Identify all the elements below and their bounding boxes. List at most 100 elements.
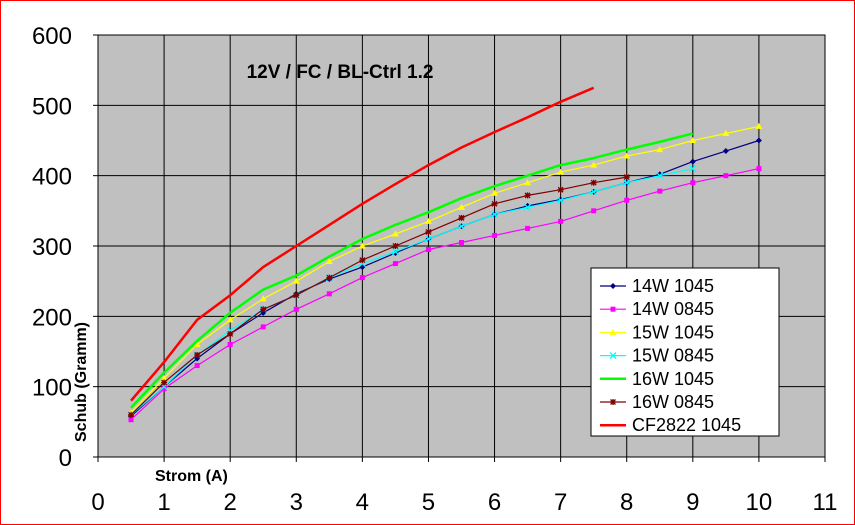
data-point: [326, 274, 333, 281]
data-point: [392, 243, 399, 249]
data-point: [226, 316, 234, 323]
legend: 14W 1045 14W 0845 15W 1045 15W 0845 16W 1045…: [590, 267, 780, 437]
x-axis-ticks: 0 1 2 3 4 5 6 7 8 9 10 11: [91, 457, 837, 516]
chart-title: 12V / FC / BL-Ctrl 1.2: [247, 62, 434, 83]
data-point: [358, 242, 366, 249]
data-point: [160, 374, 168, 381]
data-point: [609, 352, 617, 360]
data-point: [260, 306, 267, 313]
y-tick-label: 100: [32, 375, 72, 402]
data-point: [259, 295, 267, 302]
data-point: [755, 137, 762, 144]
legend-box: [590, 267, 780, 437]
data-point: [491, 189, 499, 196]
data-point: [557, 186, 564, 193]
x-tick-label: 0: [91, 489, 104, 516]
data-point: [491, 200, 498, 207]
data-point: [623, 152, 631, 159]
data-point: [623, 174, 630, 181]
data-point: [624, 197, 630, 203]
data-point: [424, 235, 432, 243]
data-point: [558, 218, 564, 224]
data-point: [392, 261, 398, 267]
series-15w-0845: [127, 165, 697, 419]
x-tick-label: 5: [422, 489, 435, 516]
data-point: [623, 179, 631, 187]
x-tick-label: 1: [157, 489, 170, 516]
data-point: [689, 165, 697, 173]
data-point: [722, 148, 729, 155]
data-point: [293, 306, 299, 312]
data-point: [161, 379, 168, 386]
x-tick-label: 4: [356, 489, 369, 516]
data-point: [755, 122, 763, 129]
data-point: [491, 210, 499, 218]
data-point: [723, 173, 729, 179]
data-point: [293, 292, 300, 299]
data-point: [128, 411, 135, 418]
x-tick-label: 2: [224, 489, 237, 516]
data-point: [492, 232, 498, 238]
data-point: [524, 203, 532, 211]
data-point: [557, 168, 565, 175]
data-point: [425, 247, 431, 253]
data-point: [591, 208, 597, 214]
x-axis-label: Strom (A): [155, 468, 228, 485]
data-point: [689, 158, 696, 165]
series-16w-0845: [128, 174, 630, 418]
legend-label: 16W 0845: [632, 392, 714, 412]
legend-label: 16W 1045: [632, 369, 714, 389]
data-point: [610, 399, 616, 405]
data-point: [326, 291, 332, 297]
data-point: [424, 217, 432, 224]
y-tick-label: 400: [32, 164, 72, 191]
data-point: [161, 386, 167, 392]
legend-label: CF2822 1045: [632, 415, 741, 435]
data-point: [524, 192, 531, 199]
series-line: [130, 125, 760, 414]
data-point: [391, 230, 399, 237]
data-point: [193, 340, 201, 347]
y-tick-label: 600: [32, 23, 72, 50]
data-point: [525, 225, 531, 231]
y-tick-label: 300: [32, 234, 72, 261]
data-point: [459, 239, 464, 245]
legend-label: 15W 1045: [632, 322, 714, 342]
data-point: [610, 306, 616, 312]
series-line: [130, 86, 595, 402]
y-tick-label: 500: [32, 93, 72, 120]
data-point: [458, 214, 465, 221]
data-point: [194, 363, 200, 369]
y-axis-ticks: 0 100 200 300 400 500 600: [32, 23, 98, 472]
data-point: [689, 137, 697, 143]
data-point: [557, 196, 565, 204]
data-point: [609, 328, 617, 335]
series-16w-1045: [130, 132, 694, 409]
series-line: [130, 132, 694, 409]
series-cf2822-1045: [130, 86, 595, 402]
series-group: [127, 86, 763, 423]
data-point: [590, 179, 597, 186]
legend-label: 14W 1045: [632, 276, 714, 296]
data-point: [722, 129, 730, 136]
data-point: [656, 146, 664, 153]
data-point: [458, 222, 465, 230]
data-point: [325, 257, 333, 264]
data-point: [128, 417, 134, 423]
x-tick-label: 11: [813, 489, 838, 516]
data-point: [610, 283, 616, 289]
series-line: [130, 168, 760, 421]
data-point: [359, 275, 365, 281]
data-point: [425, 228, 432, 235]
data-point: [227, 330, 234, 337]
data-point: [194, 352, 201, 359]
y-axis-label: Schub (Gramm): [73, 322, 90, 442]
data-point: [524, 179, 532, 186]
data-point: [458, 203, 465, 210]
x-tick-label: 6: [488, 489, 501, 516]
y-tick-label: 200: [32, 304, 72, 331]
data-point: [292, 277, 300, 284]
series-line: [130, 176, 627, 416]
y-tick-label: 0: [59, 445, 72, 472]
